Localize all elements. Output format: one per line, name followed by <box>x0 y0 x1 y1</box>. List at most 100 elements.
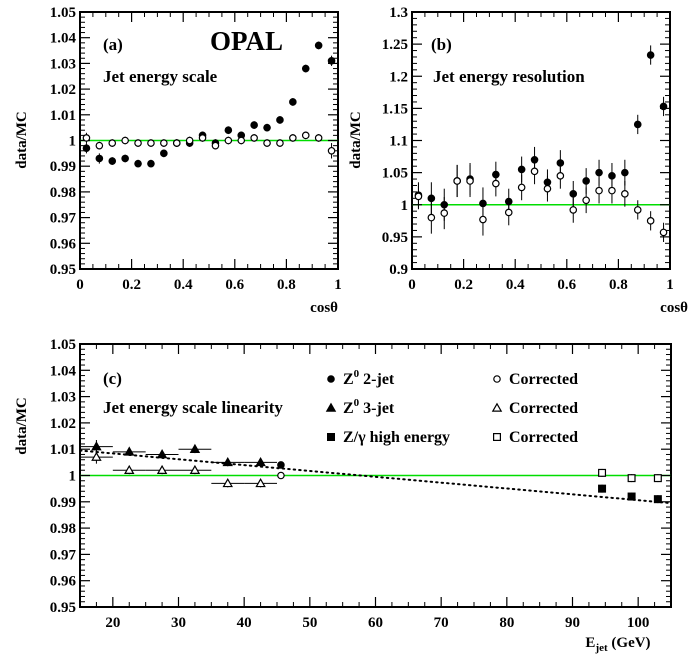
panel-a-data-point <box>160 139 168 147</box>
panel-a-label: (a) <box>103 35 123 54</box>
panel-a-y-tick-label: 1.01 <box>50 108 76 124</box>
panel-a-data-point <box>237 136 246 145</box>
panel-b-data-point <box>633 120 642 129</box>
panel-a-data-point <box>250 134 258 142</box>
panel-b-y-tick-label: 1.3 <box>389 5 408 21</box>
panel-b-data-point <box>608 186 616 195</box>
legend-marker <box>325 402 337 412</box>
legend-label: Corrected <box>509 371 578 388</box>
panel-a-y-tick-label: 1.04 <box>50 31 77 47</box>
panel-a-data-point <box>198 134 207 142</box>
legend-label: Corrected <box>509 429 578 446</box>
panel-c-series-filled-circle <box>277 461 285 469</box>
panel-b-data-point <box>453 177 461 185</box>
panel-c-data-point <box>124 446 135 456</box>
legend-label: Z0 2-jet <box>343 368 395 388</box>
panel-a-data-point <box>211 141 220 150</box>
panel-b-data-point <box>659 228 668 237</box>
panel-a-data-point <box>134 159 142 168</box>
panel-c-x-tick-label: 90 <box>565 615 580 631</box>
panel-a-data-point <box>327 146 336 155</box>
panel-b-x-tick-label: 1 <box>666 277 674 293</box>
panel-c-y-tick-label: 1.02 <box>50 416 76 432</box>
panel-c-y-axis-label: data/MC <box>14 397 30 455</box>
panel-c-data-point <box>255 477 266 488</box>
panel-b-y-axis-label: data/MC <box>348 111 364 169</box>
panel-b-series-open-circle <box>414 158 668 243</box>
panel-c-data-point <box>277 461 285 469</box>
panel-b-data-point <box>633 206 642 214</box>
panel-a-data-point <box>327 57 336 65</box>
panel-c-fit-line <box>79 449 672 505</box>
panel-c-y-tick-label: 0.97 <box>50 547 77 563</box>
panel-c-data-point <box>653 495 662 504</box>
panel-c-data-point <box>255 456 266 467</box>
panel-a-data-point <box>121 154 129 163</box>
panel-c-x-axis-label: Ejet (GeV) <box>585 635 650 654</box>
panel-b-y-tick-label: 1.05 <box>382 166 408 182</box>
panel-a-y-tick-label: 0.95 <box>50 262 76 278</box>
panel-b-x-tick-label: 0 <box>408 277 416 293</box>
panel-b-x-tick-label: 0.2 <box>454 277 473 293</box>
panel-b-x-tick-label: 0.6 <box>557 277 576 293</box>
panel-b-data-point <box>517 183 526 192</box>
panel-b-y-tick-label: 1.2 <box>389 69 408 85</box>
panel-b-jet-energy-resolution: data/MC (b) Jet energy resolution cosθ 0… <box>348 5 688 316</box>
panel-c-data-point <box>627 474 636 483</box>
panel-b-label: (b) <box>431 35 452 54</box>
panel-a-data-point <box>147 139 155 147</box>
panel-b-data-point <box>595 168 603 177</box>
panel-b-data-point <box>569 206 578 214</box>
panel-a-series-open-circle <box>82 131 336 159</box>
legend-marker <box>493 375 501 383</box>
panel-c-x-tick-label: 70 <box>434 615 449 631</box>
panel-b-data-point <box>621 168 629 177</box>
panel-b-data-point <box>569 190 578 198</box>
panel-a-y-tick-label: 0.99 <box>50 159 76 175</box>
legend-label-rest: 2-jet <box>359 371 395 388</box>
panel-c-data-point <box>189 464 201 474</box>
panel-a-data-point <box>289 98 297 106</box>
panel-b-data-point <box>582 196 590 205</box>
panel-c-y-tick-label: 1.01 <box>50 442 76 458</box>
panel-a-data-point <box>82 134 91 142</box>
panel-c-data-point <box>91 451 102 461</box>
panel-c-x-tick-label: 50 <box>302 615 317 631</box>
panel-a-y-tick-label: 1.05 <box>50 5 76 21</box>
panel-b-data-point <box>543 184 552 193</box>
legend-superscript: 0 <box>354 397 360 409</box>
panel-c-x-tick-label: 80 <box>499 615 514 631</box>
panel-c-y-tick-label: 1.03 <box>50 390 76 406</box>
panel-a-data-point <box>301 131 310 140</box>
legend-label: Corrected <box>509 400 578 417</box>
panel-b-x-tick-label: 0.8 <box>609 277 628 293</box>
panel-c-legend: Z0 2-jet Corrected Z0 3-jet Corrected Z/γ hi… <box>325 368 578 446</box>
panel-a-data-point <box>276 139 284 147</box>
panel-b-data-point <box>646 217 655 225</box>
panel-b-y-tick-label: 1 <box>401 198 409 214</box>
panel-c-data-point <box>124 464 135 474</box>
panel-c-data-point <box>156 464 168 474</box>
panel-c-title: Jet energy scale linearity <box>103 398 283 417</box>
panel-a-data-point <box>289 134 297 142</box>
panel-c-y-tick-label: 1 <box>69 469 77 485</box>
panel-b-data-point <box>492 179 500 188</box>
panel-a-data-point <box>314 134 323 142</box>
panel-a-data-point <box>314 41 323 50</box>
panel-a-data-point <box>95 141 104 150</box>
panel-c-data-point <box>598 468 607 477</box>
legend-label: Z0 3-jet <box>343 397 395 417</box>
panel-a-y-tick-label: 1.02 <box>50 82 76 98</box>
panel-a-data-point <box>250 121 258 129</box>
panel-c-series-open-triangle <box>80 450 277 488</box>
panel-a-data-point <box>263 123 271 132</box>
panel-c-series-open-circle <box>277 471 285 480</box>
panel-a-data-point <box>301 64 310 73</box>
panel-c-data-point <box>653 474 662 483</box>
legend-marker <box>327 433 336 442</box>
panel-b-data-point <box>479 215 487 224</box>
panel-a-title: Jet energy scale <box>103 67 218 86</box>
panel-c-data-point <box>91 441 102 451</box>
panel-b-data-point <box>466 177 474 185</box>
